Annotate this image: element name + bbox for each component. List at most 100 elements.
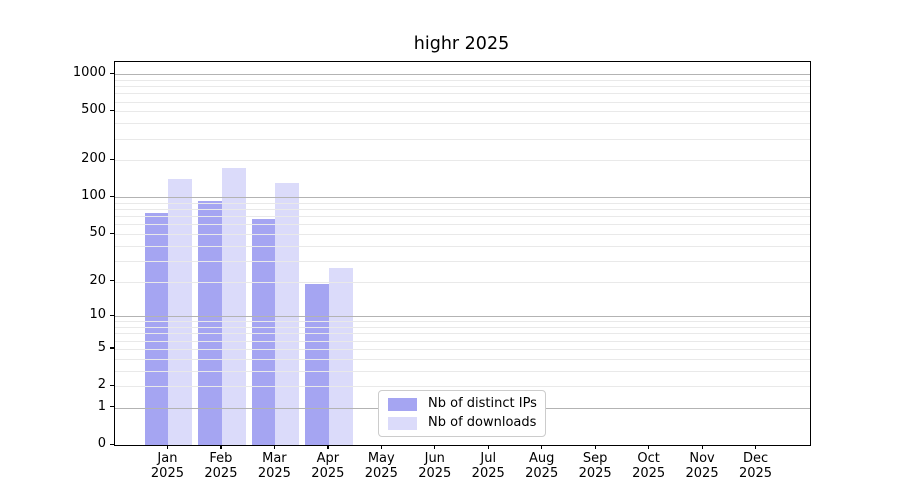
- x-tick-year: 2025: [311, 466, 345, 481]
- y-tick-label: 0: [97, 436, 106, 451]
- gridline-minor: [115, 101, 810, 103]
- x-tick-month: Nov: [689, 451, 715, 466]
- y-tick-mark: [110, 384, 114, 386]
- x-tick-month: Jun: [424, 451, 445, 466]
- y-tick-label: 50: [89, 225, 106, 241]
- legend-item-label: Nb of downloads: [428, 415, 537, 430]
- x-tick-label: Aug 2025: [510, 451, 574, 481]
- x-tick-mark: [541, 445, 543, 449]
- gridline-minor: [115, 138, 810, 140]
- gridline-minor: [115, 327, 810, 329]
- gridline-minor: [115, 358, 810, 360]
- x-tick-mark: [487, 445, 489, 449]
- y-tick-label: 1: [97, 398, 106, 414]
- x-tick-year: 2025: [471, 466, 505, 481]
- gridline-minor: [115, 333, 810, 335]
- y-tick-label: 200: [81, 151, 106, 167]
- y-tick-mark: [110, 232, 114, 234]
- legend-item-label: Nb of distinct IPs: [428, 396, 537, 411]
- y-tick-label: 20: [89, 272, 106, 288]
- x-tick-mark: [273, 445, 276, 449]
- y-tick-label: 5: [97, 339, 106, 355]
- bar-downloads: [328, 268, 353, 445]
- y-tick-mark: [110, 314, 114, 317]
- gridline-minor: [115, 86, 810, 88]
- x-tick-label: May 2025: [349, 451, 413, 481]
- legend-item: Nb of distinct IPs: [385, 395, 539, 414]
- y-tick-mark: [110, 195, 114, 198]
- x-tick-year: 2025: [738, 466, 773, 481]
- x-tick-month: Jan: [157, 451, 178, 466]
- y-tick-mark: [110, 347, 114, 349]
- x-tick-month: Dec: [742, 451, 769, 466]
- x-tick-label: Mar 2025: [242, 451, 306, 481]
- y-tick-mark: [110, 443, 114, 445]
- y-tick-mark: [110, 280, 114, 282]
- gridline-minor: [115, 93, 810, 95]
- x-tick-label: Jan 2025: [135, 451, 199, 481]
- gridline-major: [115, 74, 810, 76]
- bar-distinct-ips: [305, 284, 329, 445]
- gridline-minor: [115, 216, 810, 218]
- x-tick-month: Feb: [209, 451, 233, 466]
- y-tick-label: 1000: [72, 65, 106, 81]
- x-tick-month: Jul: [480, 451, 497, 466]
- x-tick-mark: [755, 445, 757, 449]
- gridline-minor: [115, 260, 810, 262]
- x-tick-year: 2025: [578, 466, 612, 481]
- x-tick-month: Oct: [637, 451, 660, 466]
- x-tick-year: 2025: [525, 466, 559, 481]
- bar-distinct-ips: [144, 213, 169, 445]
- x-tick-label: Jul 2025: [456, 451, 520, 481]
- x-tick-mark: [327, 445, 329, 449]
- x-tick-mark: [380, 445, 382, 449]
- gridline-major: [115, 197, 810, 199]
- legend-swatch: [388, 397, 417, 411]
- gridline-minor: [115, 160, 810, 162]
- x-tick-month: Mar: [262, 451, 287, 466]
- x-tick-year: 2025: [257, 466, 291, 481]
- x-tick-label: Oct 2025: [617, 451, 681, 481]
- x-tick-label: Dec 2025: [724, 451, 788, 481]
- gridline-minor: [115, 79, 810, 81]
- x-tick-year: 2025: [685, 466, 719, 481]
- x-tick-mark: [701, 445, 703, 449]
- x-tick-year: 2025: [150, 466, 184, 481]
- y-tick-label: 2: [97, 377, 106, 393]
- bar-distinct-ips: [198, 201, 222, 445]
- y-tick-mark: [110, 406, 114, 408]
- gridline-minor: [115, 209, 810, 211]
- legend-swatch: [388, 416, 417, 430]
- x-tick-label: Apr 2025: [296, 451, 360, 481]
- y-tick-label: 10: [89, 307, 106, 323]
- y-tick-mark: [110, 72, 114, 74]
- x-tick-label: Nov 2025: [670, 451, 734, 481]
- x-tick-month: May: [367, 451, 395, 466]
- x-tick-month: Aug: [528, 451, 555, 466]
- legend-item: Nb of downloads: [385, 414, 539, 433]
- x-tick-mark: [220, 445, 222, 449]
- x-tick-mark: [166, 445, 169, 449]
- x-tick-year: 2025: [632, 466, 666, 481]
- gridline-minor: [115, 245, 810, 247]
- y-tick-label: 100: [81, 188, 106, 204]
- x-tick-month: Apr: [316, 451, 340, 466]
- chart-title: highr 2025: [413, 34, 510, 54]
- x-tick-year: 2025: [204, 466, 238, 481]
- plot-area: [114, 61, 811, 446]
- gridline-minor: [115, 234, 810, 236]
- gridline-major: [115, 316, 810, 318]
- x-tick-label: Sep 2025: [563, 451, 627, 481]
- y-tick-label: 500: [81, 102, 106, 118]
- bar-downloads: [168, 179, 193, 445]
- legend: Nb of distinct IPs Nb of downloads: [378, 390, 546, 437]
- gridline-minor: [115, 281, 810, 283]
- gridline-minor: [115, 348, 810, 350]
- gridline-minor: [115, 340, 810, 342]
- x-tick-label: Feb 2025: [189, 451, 253, 481]
- x-tick-mark: [648, 445, 650, 449]
- gridline-minor: [115, 202, 810, 204]
- x-tick-month: Sep: [582, 451, 608, 466]
- x-tick-year: 2025: [418, 466, 452, 481]
